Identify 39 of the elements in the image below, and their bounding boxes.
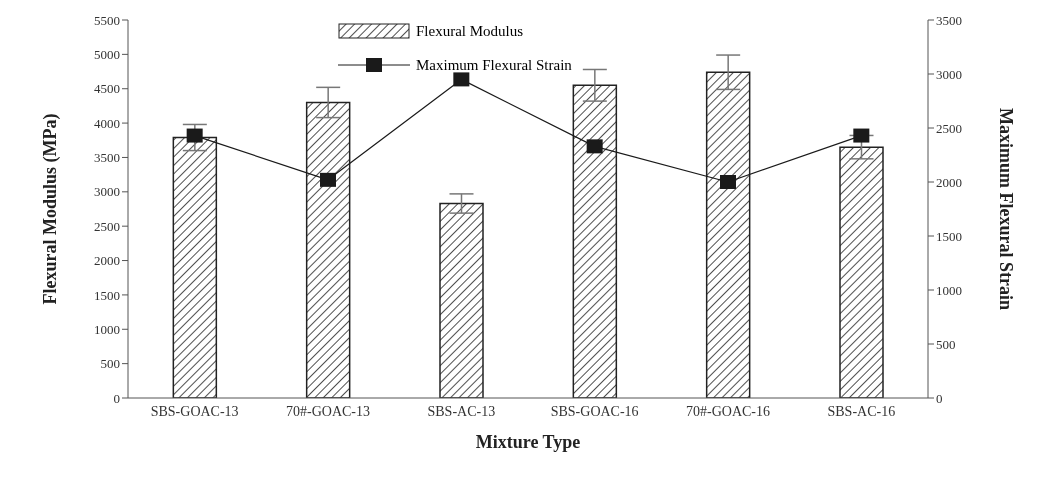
y-tick-label: 2000 bbox=[94, 253, 120, 269]
y2-tick-label: 2500 bbox=[936, 120, 962, 136]
y2-tick-label: 500 bbox=[936, 336, 956, 352]
y2-axis-title: Maximum Flexural Strain bbox=[995, 108, 1016, 310]
x-axis-title: Mixture Type bbox=[475, 432, 581, 452]
x-tick-label: SBS-GOAC-13 bbox=[150, 403, 239, 419]
point bbox=[186, 128, 203, 143]
legend-label: Flexural Modulus bbox=[416, 22, 524, 40]
x-tick-label: 70#-GOAC-16 bbox=[686, 403, 770, 419]
y2-tick-label: 2000 bbox=[936, 174, 962, 190]
x-tick-label: 70#-GOAC-13 bbox=[286, 403, 370, 419]
y-tick-label: 500 bbox=[100, 356, 120, 372]
point bbox=[320, 172, 336, 187]
legend-label: Maximum Flexural Strain bbox=[416, 56, 572, 74]
y-axis-title: Flexural Modulus (MPa) bbox=[40, 113, 62, 305]
x-tick-label: SBS-AC-16 bbox=[827, 403, 896, 419]
y2-tick-label: 1500 bbox=[936, 228, 962, 244]
point bbox=[586, 139, 603, 154]
y2-tick-label: 1000 bbox=[936, 282, 962, 298]
point bbox=[453, 72, 470, 87]
y-tick-label: 5000 bbox=[94, 46, 120, 62]
bar bbox=[439, 202, 484, 398]
point bbox=[853, 128, 870, 143]
y-tick-label: 3000 bbox=[94, 184, 120, 200]
y-tick-label: 4500 bbox=[94, 81, 120, 97]
y-tick-label: 3500 bbox=[94, 150, 120, 166]
y-tick-label: 0 bbox=[113, 390, 120, 406]
y2-tick-label: 3500 bbox=[936, 12, 962, 28]
y-tick-label: 2500 bbox=[94, 218, 120, 234]
y-tick-label: 1000 bbox=[94, 321, 120, 337]
y-tick-label: 5500 bbox=[94, 12, 120, 28]
y2-tick-label: 3000 bbox=[936, 66, 962, 82]
y2-tick-label: 0 bbox=[936, 390, 943, 406]
y-tick-label: 4000 bbox=[94, 115, 120, 131]
point bbox=[720, 175, 736, 189]
x-tick-label: SBS-GOAC-16 bbox=[550, 403, 639, 419]
x-tick-label: SBS-AC-13 bbox=[427, 403, 496, 419]
y-tick-label: 1500 bbox=[94, 287, 120, 303]
bar bbox=[839, 146, 884, 398]
